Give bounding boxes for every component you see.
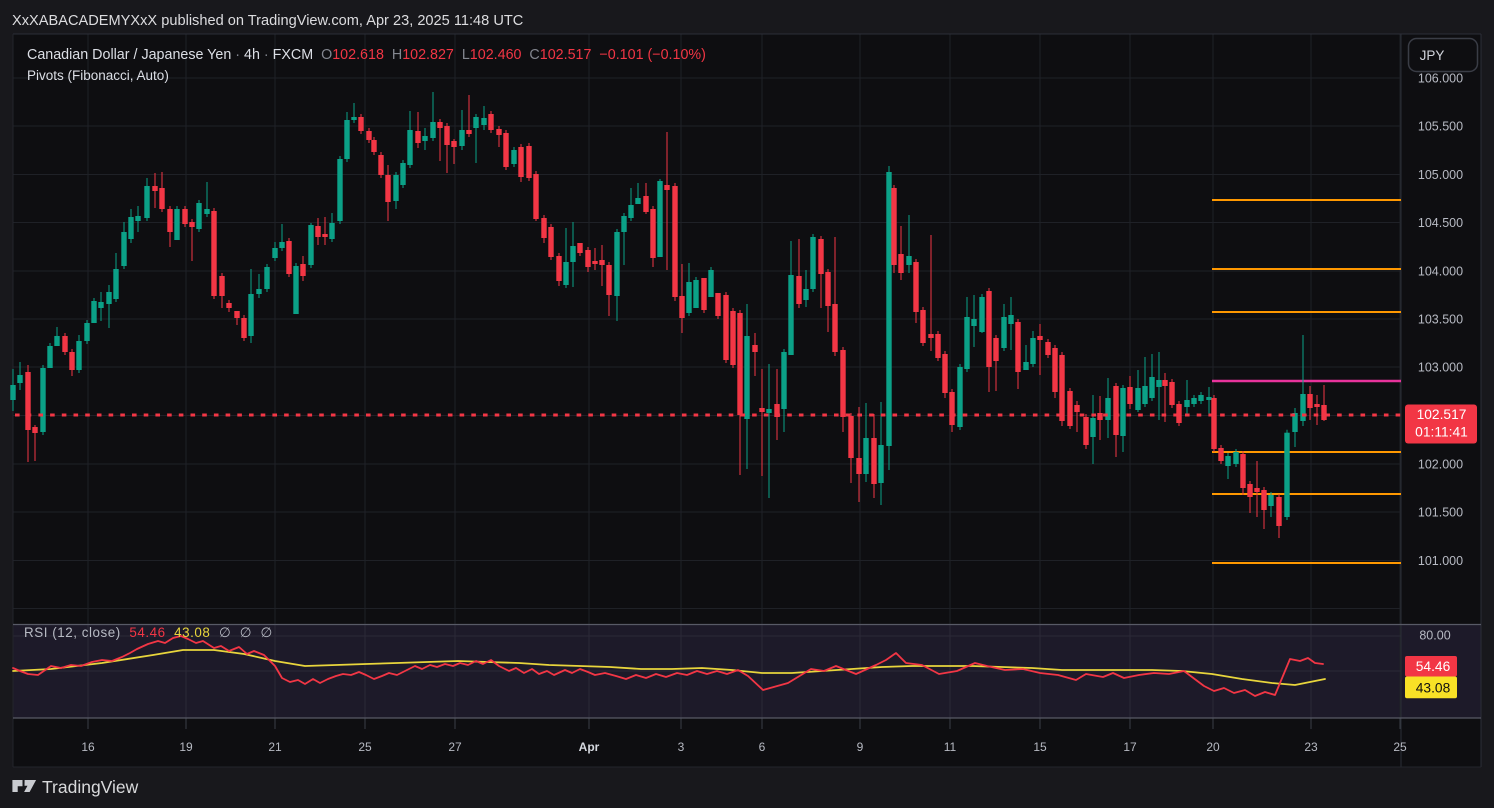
svg-text:6: 6 xyxy=(759,740,766,754)
svg-text:Pivots (Fibonacci, Auto): Pivots (Fibonacci, Auto) xyxy=(27,68,169,83)
svg-text:23: 23 xyxy=(1304,740,1318,754)
svg-text:101.500: 101.500 xyxy=(1418,506,1463,520)
svg-text:Apr: Apr xyxy=(579,740,600,754)
svg-text:54.46: 54.46 xyxy=(1416,659,1451,674)
svg-text:103.000: 103.000 xyxy=(1418,361,1463,375)
svg-text:102.000: 102.000 xyxy=(1418,458,1463,472)
svg-text:17: 17 xyxy=(1123,740,1137,754)
svg-text:103.500: 103.500 xyxy=(1418,313,1463,327)
svg-text:TradingView: TradingView xyxy=(42,777,139,797)
svg-text:11: 11 xyxy=(944,740,957,754)
svg-text:01:11:41: 01:11:41 xyxy=(1415,425,1468,440)
svg-text:21: 21 xyxy=(268,740,282,754)
svg-text:16: 16 xyxy=(81,740,95,754)
svg-text:RSI (12, close) 54.46 43.08: RSI (12, close) 54.46 43.08 ∅ ∅ ∅ xyxy=(24,625,273,640)
svg-text:20: 20 xyxy=(1206,740,1220,754)
svg-text:105.500: 105.500 xyxy=(1418,120,1463,134)
svg-text:Canadian Dollar / Japanese Yen: Canadian Dollar / Japanese Yen · 4h · FX… xyxy=(27,47,706,63)
svg-text:19: 19 xyxy=(179,740,193,754)
svg-text:25: 25 xyxy=(358,740,372,754)
svg-text:3: 3 xyxy=(678,740,685,754)
svg-text:25: 25 xyxy=(1393,740,1407,754)
svg-text:105.000: 105.000 xyxy=(1418,168,1463,182)
svg-text:43.08: 43.08 xyxy=(1416,681,1451,696)
svg-text:106.000: 106.000 xyxy=(1418,72,1463,86)
svg-text:15: 15 xyxy=(1033,740,1047,754)
svg-text:80.00: 80.00 xyxy=(1419,629,1450,643)
svg-text:XxXABACADEMYXxX published on T: XxXABACADEMYXxX published on TradingView… xyxy=(12,13,523,29)
svg-text:102.517: 102.517 xyxy=(1417,407,1467,422)
svg-text:104.000: 104.000 xyxy=(1418,265,1463,279)
svg-text:9: 9 xyxy=(857,740,864,754)
svg-text:101.000: 101.000 xyxy=(1418,554,1463,568)
svg-text:JPY: JPY xyxy=(1420,48,1445,63)
svg-text:27: 27 xyxy=(448,740,462,754)
svg-text:104.500: 104.500 xyxy=(1418,216,1463,230)
